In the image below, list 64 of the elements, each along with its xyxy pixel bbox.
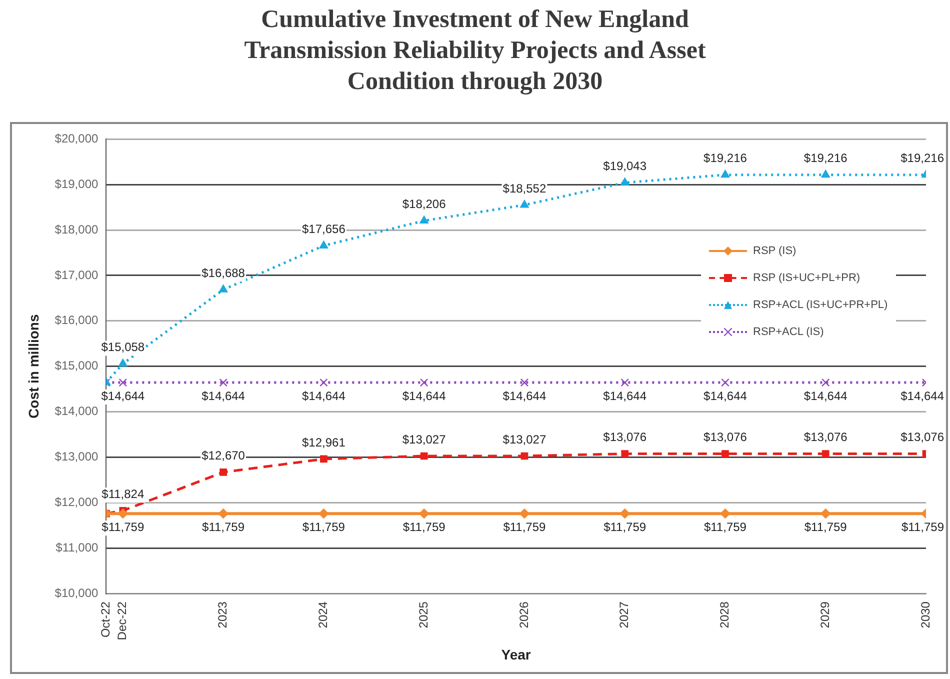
legend-label: RSP (IS): [753, 244, 796, 257]
data-label: $11,759: [604, 520, 646, 534]
data-label: $15,058: [101, 340, 145, 354]
y-tick-label: $19,000: [54, 176, 98, 191]
data-label: $14,644: [900, 388, 944, 403]
x-tick-label: 2024: [316, 601, 330, 628]
x-tick-label: 2025: [416, 601, 430, 628]
data-label: $14,644: [502, 388, 546, 403]
data-label: $11,759: [102, 520, 144, 534]
x-tick-label: 2026: [516, 601, 531, 628]
data-label: $11,759: [902, 520, 944, 534]
data-label: $19,216: [900, 151, 944, 166]
data-label: $14,644: [704, 388, 748, 403]
data-label: $11,824: [102, 486, 144, 501]
data-label: $14,644: [302, 388, 346, 403]
data-label: $13,076: [603, 430, 647, 444]
y-tick-label: $11,000: [56, 540, 98, 554]
data-label: $14,644: [603, 388, 647, 403]
x-tick-label: 2027: [617, 601, 632, 628]
y-tick-label: $20,000: [54, 132, 98, 146]
data-label: $17,656: [302, 222, 346, 236]
data-label: $11,759: [704, 520, 747, 534]
legend-label: RSP+ACL (IS): [753, 326, 824, 338]
x-tick-label: 2029: [818, 601, 832, 628]
data-label: $11,759: [302, 520, 346, 534]
data-label: $13,076: [804, 430, 848, 444]
data-label: $11,759: [202, 520, 245, 534]
data-label: $14,644: [402, 388, 446, 403]
y-tick-label: $14,000: [54, 404, 98, 418]
data-label: $19,043: [603, 158, 647, 173]
y-tick-label: $10,000: [54, 586, 98, 600]
legend-label: RSP (IS+UC+PL+PR): [753, 272, 860, 284]
data-label: $14,644: [804, 388, 848, 403]
data-label: $19,216: [704, 151, 748, 166]
data-label: $19,216: [804, 151, 848, 166]
data-label: $14,644: [101, 388, 145, 403]
x-tick-label: 2030: [918, 601, 932, 628]
data-label: $13,076: [704, 430, 748, 444]
x-tick-label: 2023: [216, 601, 230, 628]
data-label: $11,759: [503, 520, 546, 534]
y-tick-label: $16,000: [54, 313, 98, 328]
data-label: $16,688: [202, 266, 246, 280]
data-label: $12,670: [202, 448, 246, 463]
y-axis-title: Cost in millions: [25, 314, 42, 418]
data-label: $18,206: [402, 197, 446, 212]
data-label: $12,961: [302, 435, 346, 450]
y-tick-label: $12,000: [54, 494, 98, 509]
data-label: $13,076: [900, 430, 944, 444]
y-tick-label: $18,000: [54, 222, 98, 236]
data-label: $14,644: [202, 388, 246, 403]
data-label: $13,027: [402, 432, 446, 446]
x-tick-label: Dec-22: [115, 601, 130, 640]
y-tick-label: $13,000: [54, 450, 98, 464]
x-axis-title: Year: [501, 646, 532, 662]
x-tick-label: Oct-22: [98, 601, 112, 638]
y-tick-label: $17,000: [54, 268, 98, 282]
y-tick-label: $15,000: [54, 358, 98, 373]
chart-title: Cumulative Investment of New England Transmission Reliability Projects and Asset Condition through 2030: [243, 5, 707, 97]
legend-label: RSP+ACL (IS+UC+PR+PL): [753, 298, 888, 311]
data-label: $18,552: [502, 181, 546, 196]
data-label: $13,027: [502, 432, 546, 446]
data-label: $11,759: [804, 520, 848, 534]
data-label: $11,759: [402, 520, 446, 534]
x-tick-label: 2028: [718, 601, 732, 628]
